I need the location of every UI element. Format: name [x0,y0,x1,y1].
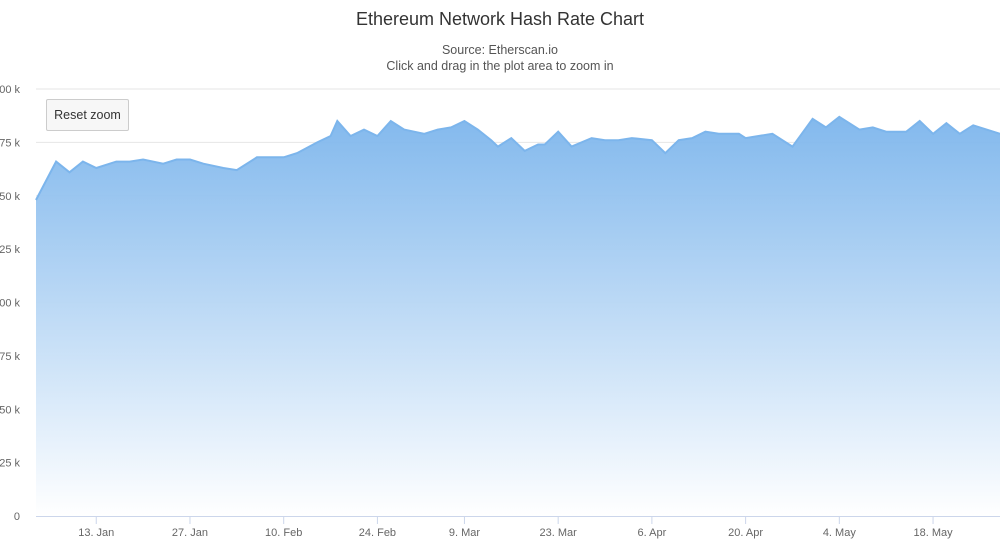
x-tick-label: 20. Apr [728,527,763,539]
y-axis-labels: 0 25 k 50 k 75 k 100 k 125 k 150 k 175 k 200 k [0,84,20,523]
x-tick-label: 18. May [913,527,953,539]
y-tick-label: 75 k [0,351,20,363]
chart-subtitle-source: Source: Etherscan.io [441,43,559,57]
reset-zoom-button[interactable]: Reset zoom [46,99,129,131]
x-tick-label: 23. Mar [540,527,578,539]
x-tick-label: 10. Feb [265,527,302,539]
chart-subtitle-hint: Click and drag in the plot area to zoom … [386,59,614,73]
y-tick-label: 0 [14,511,20,523]
x-axis: 13. Jan 27. Jan 10. Feb 24. Feb 9. Mar 23. Ma… [36,516,1000,539]
x-tick-label: 24. Feb [359,527,396,539]
area-fill [36,116,1000,517]
y-tick-label: 175 k [0,137,20,149]
y-tick-label: 25 k [0,458,20,470]
series-area [35,115,1000,517]
y-tick-label: 150 k [0,191,20,203]
x-tick-label: 4. May [823,527,857,539]
x-tick-label: 27. Jan [172,527,208,539]
y-tick-label: 100 k [0,298,20,310]
series-line [35,115,1000,201]
y-tick-label: 200 k [0,84,20,96]
y-tick-label: 125 k [0,244,20,256]
chart-title: Ethereum Network Hash Rate Chart [355,9,645,29]
y-tick-label: 50 k [0,404,20,416]
x-tick-label: 9. Mar [449,527,481,539]
x-tick-label: 13. Jan [78,527,114,539]
x-tick-label: 6. Apr [638,527,667,539]
